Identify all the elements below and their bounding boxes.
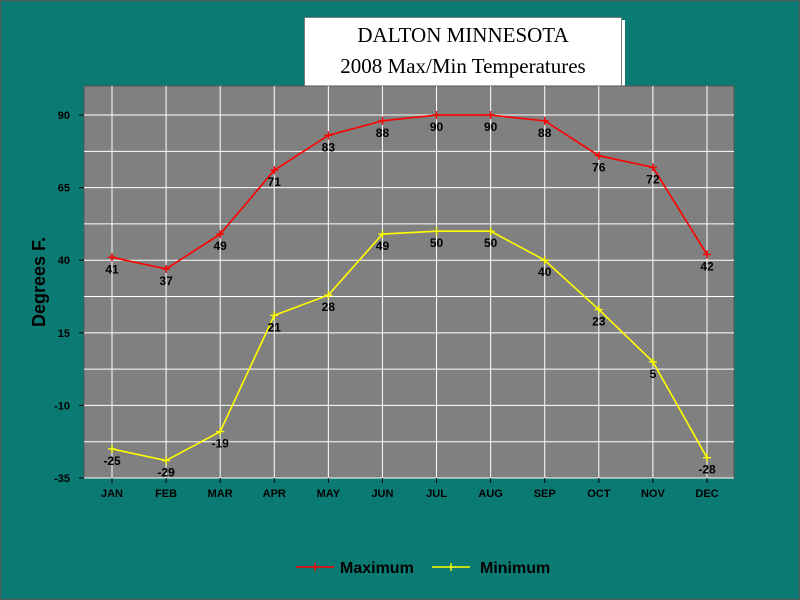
y-tick-label: -35 [54,473,70,485]
x-tick-label: MAY [317,488,341,500]
data-label: 42 [700,259,714,273]
chart-title: DALTON MINNESOTA [357,23,569,47]
chart-subtitle: 2008 Max/Min Temperatures [340,54,586,78]
series-line-maximum [111,114,708,270]
x-tick-label: APR [263,488,286,500]
data-label: 88 [538,126,552,140]
x-tick-label: AUG [478,488,502,500]
data-label: 90 [484,120,498,134]
x-tick-label: NOV [641,488,666,500]
data-label: 90 [430,120,444,134]
x-tick-label: SEP [534,488,556,500]
data-label: -28 [698,463,716,477]
y-axis-label: Degrees F. [29,237,49,327]
plot-area [83,85,735,479]
data-label: 49 [376,239,390,253]
data-label: -19 [212,437,230,451]
data-label: 50 [484,236,498,250]
data-label: -25 [103,454,121,468]
chart-title-box: DALTON MINNESOTA 2008 Max/Min Temperatur… [304,17,622,87]
x-tick-label: JUL [426,488,447,500]
data-label: 72 [646,172,660,186]
axis-labels: JAN FEB MAR APR MAY JUN JUL AUG SEP OCT NOV DEC 90 65… [54,110,719,500]
x-tick-label: JUN [371,488,393,500]
y-tick-label: 40 [58,255,70,267]
x-tick-label: DEC [695,488,718,500]
data-label: -29 [157,466,175,480]
y-tick-label: 90 [58,110,70,122]
data-label: 88 [376,126,390,140]
data-label: 83 [322,140,336,154]
data-label: 40 [538,265,552,279]
x-tick-label: MAR [208,488,233,500]
data-label: 37 [159,274,173,288]
y-tick-label: 15 [58,328,70,340]
data-labels: 41 37 49 71 83 88 90 90 88 76 72 42 -25 -29 -19 21 28 49 5… [103,120,716,480]
data-label: 23 [592,315,606,329]
y-tick-label: -10 [54,400,70,412]
data-label: 28 [322,300,336,314]
x-tick-label: FEB [155,488,177,500]
legend: Maximum Minimum [296,560,550,577]
x-tick-label: OCT [587,488,611,500]
data-label: 71 [268,175,282,189]
series-line-minimum [111,230,708,462]
data-label: 49 [214,239,228,253]
series-lines [108,111,711,465]
legend-entry: Minimum [480,560,550,577]
data-label: 50 [430,236,444,250]
x-tick-label: JAN [101,488,123,500]
data-label: 41 [105,262,119,276]
legend-entry: Maximum [340,560,414,577]
data-label: 5 [650,367,657,381]
data-label: 21 [268,320,282,334]
y-tick-label: 65 [58,183,70,195]
grid-lines [84,86,734,479]
data-label: 76 [592,161,606,175]
